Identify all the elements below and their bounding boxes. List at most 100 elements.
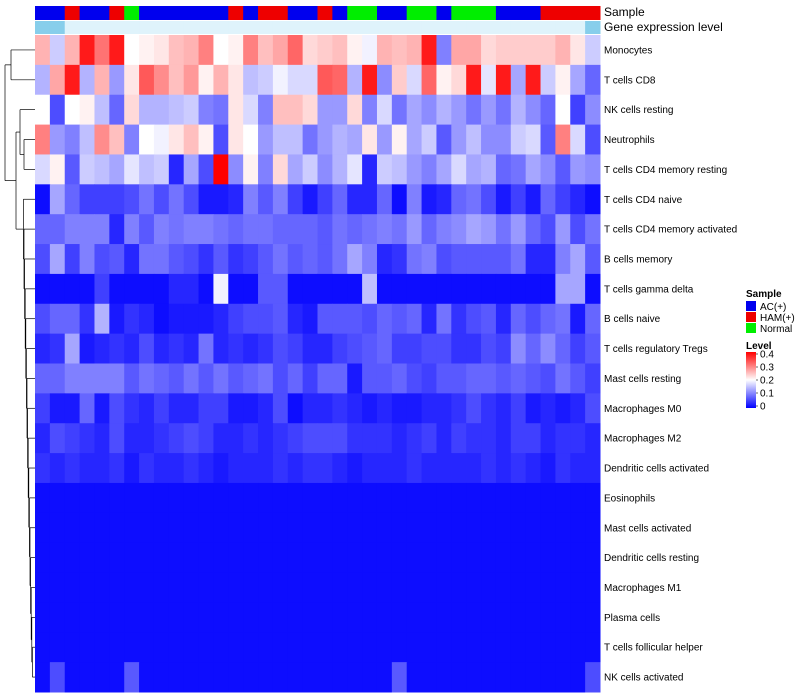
sample-track-cell xyxy=(213,6,229,20)
heatmap-cell xyxy=(228,542,244,574)
heatmap-cell xyxy=(436,662,452,693)
heatmap-cell xyxy=(317,94,333,126)
heatmap-cell xyxy=(79,64,95,96)
heatmap-cell xyxy=(481,572,497,603)
heatmap-cell xyxy=(183,632,200,663)
row-label: Neutrophils xyxy=(604,135,655,146)
heatmap-cell xyxy=(49,632,66,663)
heatmap-cell xyxy=(347,602,363,633)
heatmap-cell xyxy=(332,303,348,335)
heatmap-cell xyxy=(317,662,333,693)
heatmap-cell xyxy=(347,94,363,126)
heatmap-cell xyxy=(510,154,527,185)
heatmap-cell xyxy=(287,154,304,185)
heatmap-cell xyxy=(124,184,140,215)
heatmap-cell xyxy=(585,94,601,126)
heatmap-cell xyxy=(153,94,170,126)
expression-track-cell xyxy=(198,21,214,34)
heatmap-cell xyxy=(421,662,437,693)
row-label: T cells regulatory Tregs xyxy=(604,344,708,355)
heatmap-cell xyxy=(49,64,66,96)
row-label: Monocytes xyxy=(604,45,652,56)
row-label: T cells CD8 xyxy=(604,75,656,86)
heatmap-cell xyxy=(391,423,408,454)
heatmap-cell xyxy=(347,154,363,185)
heatmap-cell xyxy=(570,214,586,245)
heatmap-cell xyxy=(228,244,244,275)
heatmap-cell xyxy=(64,273,81,305)
heatmap-cells xyxy=(35,35,601,693)
heatmap-cell xyxy=(495,244,512,275)
sample-track-cell xyxy=(139,6,155,20)
heatmap-cell xyxy=(376,184,393,215)
heatmap-cell xyxy=(332,423,348,454)
sample-track-cell xyxy=(49,6,66,20)
heatmap-cell xyxy=(79,333,95,364)
heatmap-cell xyxy=(94,393,110,424)
heatmap-cell xyxy=(362,542,378,574)
heatmap-cell xyxy=(540,184,556,215)
heatmap-cell xyxy=(481,632,497,663)
heatmap-cell xyxy=(376,423,393,454)
heatmap-cell xyxy=(332,154,348,185)
heatmap-cell xyxy=(376,542,393,574)
level-legend-tick-label: 0.4 xyxy=(760,350,774,361)
heatmap-cell xyxy=(540,273,556,305)
heatmap-cell xyxy=(139,214,155,245)
heatmap-cell xyxy=(228,64,244,96)
heatmap-cell xyxy=(510,542,527,574)
sample-track-cell xyxy=(540,6,556,20)
sample-track-cell xyxy=(495,6,512,20)
heatmap-cell xyxy=(317,363,333,394)
heatmap-cell xyxy=(495,214,512,245)
heatmap-cell xyxy=(109,154,125,185)
heatmap-cell xyxy=(272,154,289,185)
heatmap-cell xyxy=(228,482,244,514)
sample-track-cell xyxy=(35,6,51,20)
heatmap-cell xyxy=(570,64,586,96)
heatmap-cell xyxy=(332,662,348,693)
heatmap-cell xyxy=(495,662,512,693)
heatmap-cell xyxy=(302,512,318,544)
heatmap-cell xyxy=(466,482,482,514)
heatmap-cell xyxy=(332,363,348,394)
heatmap-cell xyxy=(451,632,467,663)
sample-track-cell xyxy=(153,6,170,20)
expression-track-cell xyxy=(451,21,467,34)
row-label: Mast cells resting xyxy=(604,374,681,385)
heatmap-cell xyxy=(109,184,125,215)
heatmap-cell xyxy=(64,512,81,544)
heatmap-cell xyxy=(391,273,408,305)
heatmap-cell xyxy=(153,423,170,454)
expression-track-cell xyxy=(272,21,289,34)
heatmap-cell xyxy=(213,632,229,663)
heatmap-cell xyxy=(213,602,229,633)
heatmap-cell xyxy=(49,482,66,514)
heatmap-cell xyxy=(213,154,229,185)
heatmap-cell xyxy=(451,542,467,574)
heatmap-cell xyxy=(481,453,497,484)
heatmap-cell xyxy=(258,542,274,574)
heatmap-cell xyxy=(421,453,437,484)
expression-track-cell xyxy=(495,21,512,34)
heatmap-cell xyxy=(168,214,185,245)
heatmap-cell xyxy=(287,602,304,633)
heatmap-cell xyxy=(243,602,259,633)
heatmap-cell xyxy=(139,453,155,484)
heatmap-cell xyxy=(510,303,527,335)
heatmap-cell xyxy=(451,393,467,424)
heatmap-cell xyxy=(376,124,393,155)
heatmap-cell xyxy=(421,273,437,305)
heatmap-cell xyxy=(287,572,304,603)
heatmap-cell xyxy=(510,363,527,394)
heatmap-cell xyxy=(362,363,378,394)
heatmap-cell xyxy=(332,124,348,155)
level-legend-tick-label: 0.2 xyxy=(760,376,774,387)
heatmap-cell xyxy=(64,662,81,693)
heatmap-cell xyxy=(287,453,304,484)
heatmap-cell xyxy=(109,64,125,96)
expression-track-cell xyxy=(540,21,556,34)
heatmap-cell xyxy=(332,482,348,514)
heatmap-cell xyxy=(64,632,81,663)
heatmap-cell xyxy=(287,542,304,574)
